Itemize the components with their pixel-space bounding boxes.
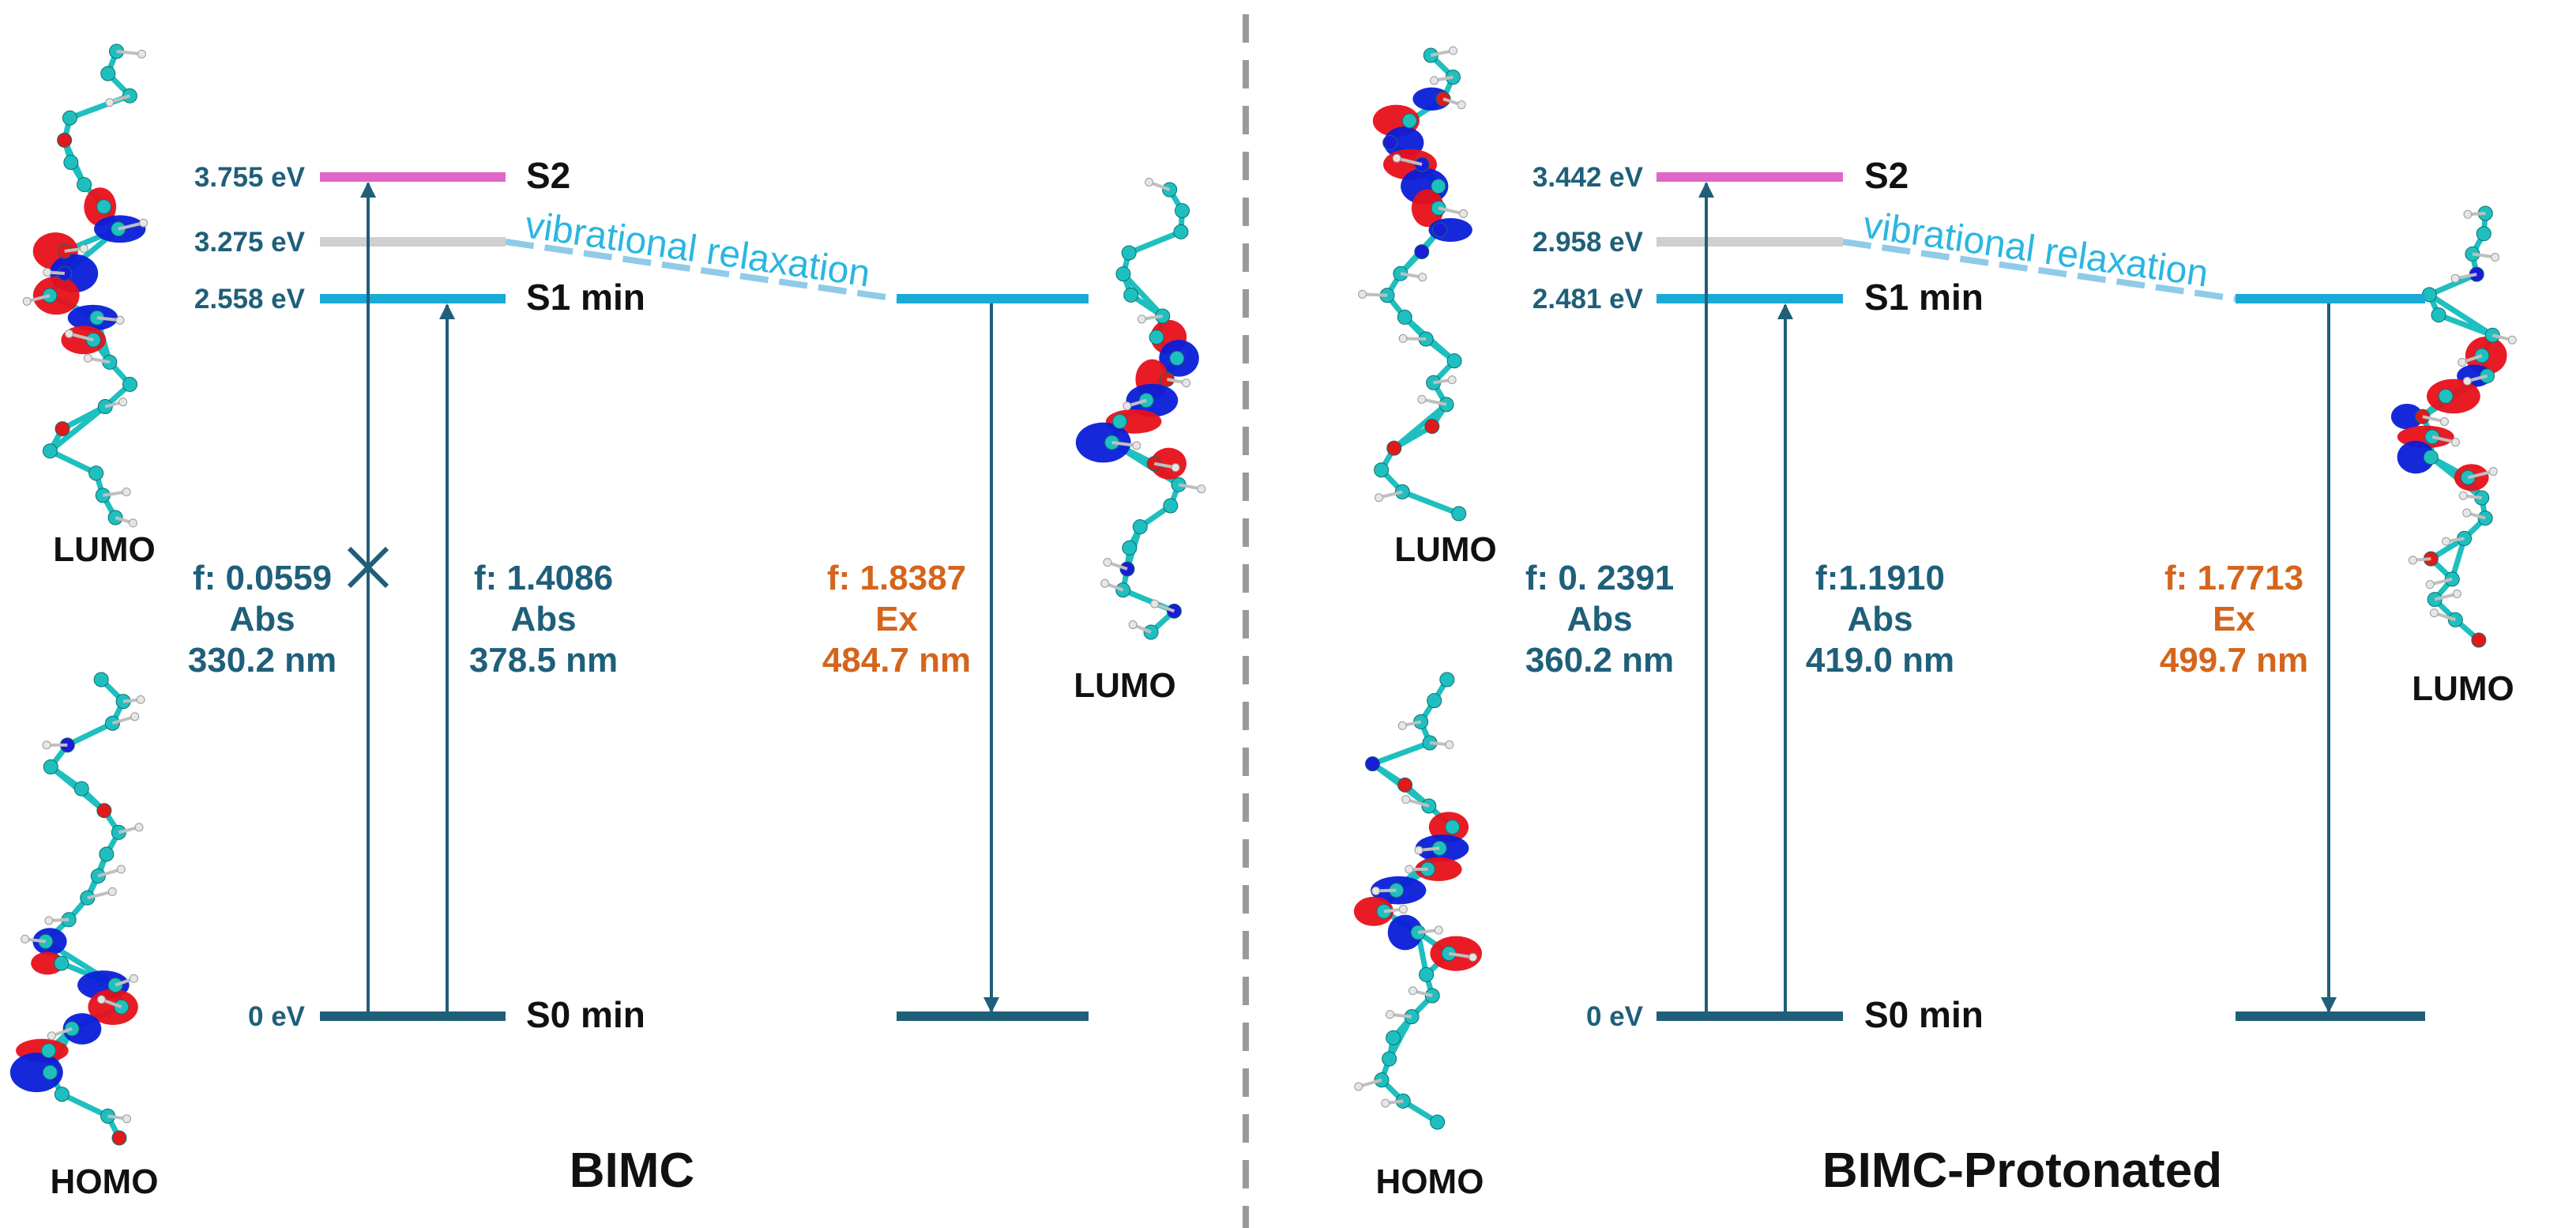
state-s0: S0 min: [526, 994, 645, 1035]
molecule-homo-left-protonated: [1353, 672, 1483, 1130]
transition-label-2-protonated: f:1.1910 Abs 419.0 nm: [1806, 559, 1954, 680]
energy-s2-protonated: 3.442 eV: [1532, 162, 1644, 193]
state-s1-protonated: S1 min: [1864, 277, 1984, 318]
orbital-label-lumo-left-protonated: LUMO: [1394, 530, 1497, 569]
svg-text:Ex: Ex: [2213, 600, 2255, 638]
energy-s0: 0 eV: [248, 1001, 306, 1032]
transition-label-2: f: 1.4086 Abs 378.5 nm: [469, 559, 618, 680]
svg-text:484.7 nm: 484.7 nm: [822, 641, 971, 680]
molecule-lumo-right-protonated: [2390, 205, 2517, 648]
orbital-label-lumo-right-protonated: LUMO: [2412, 669, 2514, 708]
svg-text:f: 1.4086: f: 1.4086: [474, 559, 613, 597]
panel-title-bimc: BIMC: [570, 1143, 694, 1198]
transition-label-1-protonated: f: 0. 2391 Abs 360.2 nm: [1525, 559, 1674, 680]
energy-s0-protonated: 0 eV: [1586, 1001, 1644, 1032]
svg-text:378.5 nm: 378.5 nm: [469, 641, 618, 680]
orbital-label-lumo-left: LUMO: [53, 530, 156, 569]
svg-text:419.0 nm: 419.0 nm: [1806, 641, 1954, 680]
svg-text:Abs: Abs: [1566, 600, 1632, 638]
svg-text:Ex: Ex: [875, 600, 918, 638]
svg-text:Abs: Abs: [229, 600, 295, 638]
transition-label-emission: f: 1.8387 Ex 484.7 nm: [822, 559, 971, 680]
molecule-homo-left: [9, 672, 145, 1146]
svg-text:Abs: Abs: [510, 600, 576, 638]
panel-bimc-protonated: vibrational relaxation 3.442 eV 2.958 eV…: [1353, 46, 2517, 1201]
relaxation-path: [505, 239, 897, 302]
orbital-label-homo-left: HOMO: [51, 1162, 159, 1201]
state-s1: S1 min: [526, 277, 645, 318]
svg-text:f:1.1910: f:1.1910: [1815, 559, 1945, 597]
energy-s1-protonated: 2.481 eV: [1532, 284, 1644, 315]
svg-text:f: 0. 2391: f: 0. 2391: [1525, 559, 1674, 597]
orbital-label-lumo-right: LUMO: [1074, 666, 1176, 705]
energy-s1: 2.558 eV: [194, 284, 306, 315]
svg-text:360.2 nm: 360.2 nm: [1525, 641, 1674, 680]
state-s2-protonated: S2: [1864, 155, 1908, 196]
panel-title-bimc-protonated: BIMC-Protonated: [1822, 1143, 2222, 1198]
molecule-lumo-left: [22, 43, 149, 528]
energy-s2: 3.755 eV: [194, 162, 306, 193]
relaxation-path-protonated: [1842, 239, 2236, 302]
svg-text:499.7 nm: 499.7 nm: [2160, 641, 2308, 680]
orbital-label-homo-left-protonated: HOMO: [1376, 1162, 1484, 1201]
energy-mid-protonated: 2.958 eV: [1532, 227, 1644, 258]
transition-label-emission-protonated: f: 1.7713 Ex 499.7 nm: [2160, 559, 2308, 680]
svg-text:f: 0.0559: f: 0.0559: [193, 559, 332, 597]
svg-text:f: 1.8387: f: 1.8387: [827, 559, 966, 597]
molecule-lumo-left-protonated: [1358, 46, 1472, 522]
molecule-lumo-right: [1075, 178, 1206, 640]
state-s0-protonated: S0 min: [1864, 994, 1984, 1035]
forbidden-cross-mark: [347, 546, 389, 589]
svg-text:Abs: Abs: [1847, 600, 1912, 638]
energy-mid: 3.275 eV: [194, 227, 306, 258]
svg-text:f: 1.7713: f: 1.7713: [2164, 559, 2303, 597]
state-s2: S2: [526, 155, 570, 196]
transition-label-1: f: 0.0559 Abs 330.2 nm: [188, 559, 337, 680]
svg-text:330.2 nm: 330.2 nm: [188, 641, 337, 680]
panel-bimc: vibrational relaxation 3.755 eV 3.275 eV…: [9, 43, 1206, 1201]
